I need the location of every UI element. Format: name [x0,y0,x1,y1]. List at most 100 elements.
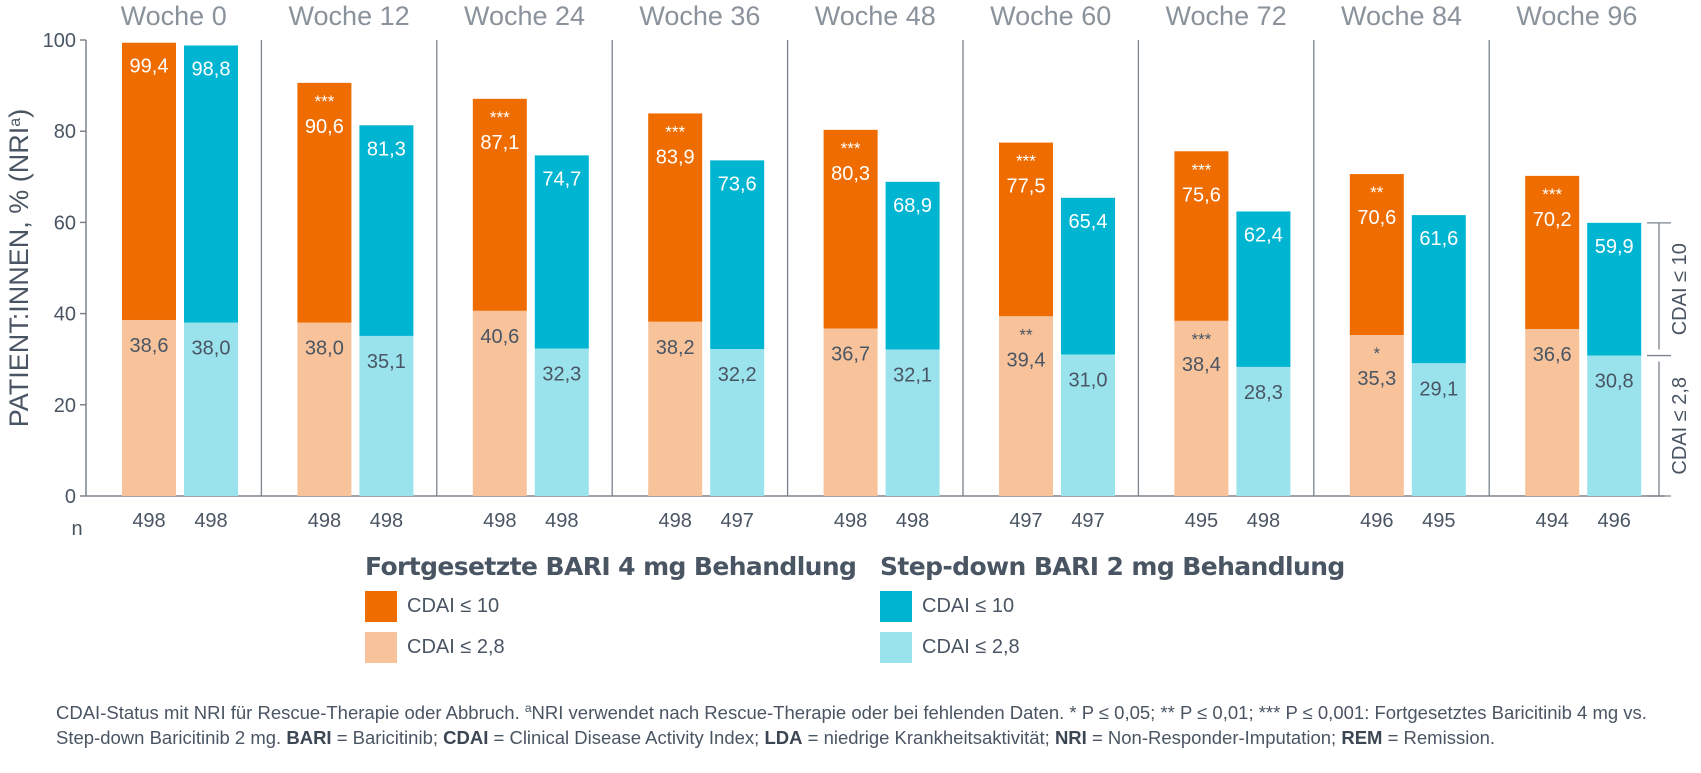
bar-value-label: 99,4 [130,56,169,78]
bar-value-label: 38,0 [192,338,231,360]
bar-value-label: 83,9 [656,146,695,168]
bar-value-label: 29,1 [1419,378,1458,400]
bar-value-label: 38,4 [1182,354,1221,376]
n-value-label: 498 [659,510,692,532]
y-axis-title: PATIENT:INNEN, % (NRIa) [4,109,34,427]
bracket-label-cdai-2-8: CDAI ≤ 2,8 [1669,377,1691,475]
bar-cdai-10 [1525,175,1580,330]
bar-value-label: 28,3 [1244,382,1283,404]
bar-value-label: 38,6 [130,335,169,357]
bar-cdai-10 [1061,197,1115,355]
bar-value-label: 59,9 [1595,236,1634,258]
y-axis-title-sup: a [7,118,24,127]
n-label: n [71,518,82,540]
bar-value-label: 30,8 [1595,371,1634,393]
n-value-label: 496 [1598,510,1631,532]
n-value-label: 498 [834,510,867,532]
bar-value-label: 32,3 [542,364,581,386]
n-value-label: 494 [1536,510,1569,532]
legend-group-bari-4mg: Fortgesetzte BARI 4 mg Behandlung CDAI ≤… [365,552,857,663]
category-label: Woche 48 [815,1,936,31]
abbr-nri: NRI [1054,727,1087,749]
bar-value-label: 39,4 [1007,349,1046,371]
bar-cdai-2-8 [1525,329,1580,496]
bar-cdai-2-8 [710,349,765,496]
bar-cdai-2-8 [359,335,414,496]
n-value-label: 498 [132,510,165,532]
legend-title-bari-4mg: Fortgesetzte BARI 4 mg Behandlung [365,552,857,581]
significance-label: *** [841,139,861,158]
n-value-label: 498 [370,510,403,532]
n-value-label: 498 [1247,510,1280,532]
bar-cdai-2-8 [297,322,352,496]
footnote-superscript: a [524,701,532,715]
n-value-label: 498 [308,510,341,532]
abbr-rem: REM [1341,727,1383,749]
legend-swatch-light-cyan [880,632,912,663]
legend-swatch-light-orange [365,632,397,663]
bar-value-label: 31,0 [1069,370,1108,392]
bar-cdai-10 [1236,211,1291,367]
bar-value-label: 35,3 [1357,368,1396,390]
bar-cdai-10 [184,45,238,323]
y-tick-label: 40 [54,304,76,326]
bar-value-label: 70,2 [1533,209,1572,231]
n-value-label: 498 [896,510,929,532]
bar-cdai-10 [710,160,765,350]
legend-label: CDAI ≤ 2,8 [922,636,1020,658]
bar-cdai-10 [885,181,940,350]
legend-label: CDAI ≤ 10 [922,595,1015,617]
bar-cdai-10 [1174,151,1229,321]
cdai-brackets: CDAI ≤ 10 CDAI ≤ 2,8 [1647,222,1691,497]
category-label: Woche 84 [1341,1,1462,31]
bar-cdai-10 [534,155,589,349]
bar-value-label: 38,2 [656,337,695,359]
y-tick-label: 80 [54,121,76,143]
bar-cdai-2-8 [534,348,589,496]
bar-cdai-10 [823,129,878,329]
bar-cdai-2-8 [1236,366,1291,496]
bar-cdai-2-8 [184,322,238,496]
bar-value-label: 35,1 [367,351,406,373]
footnote-text: CDAI-Status mit NRI für Rescue-Therapie … [56,702,525,724]
bar-cdai-2-8 [122,319,176,496]
legend-title-bari-2mg: Step-down BARI 2 mg Behandlung [880,552,1345,581]
y-tick-label: 60 [54,212,76,234]
bar-cdai-10 [648,113,703,322]
bar-cdai-2-8 [885,349,940,496]
bar-value-label: 70,6 [1357,207,1396,229]
legend-group-bari-2mg: Step-down BARI 2 mg Behandlung CDAI ≤ 10… [880,552,1345,663]
bar-cdai-2-8 [1411,363,1466,496]
bar-cdai-2-8 [1587,355,1642,496]
significance-label: *** [1542,185,1562,204]
significance-label: ** [1370,183,1384,202]
n-value-label: 497 [721,510,754,532]
n-value-label: 495 [1422,510,1455,532]
category-label: Woche 0 [121,1,227,31]
significance-label: *** [665,122,685,141]
abbr-lda: LDA [764,727,803,749]
footnote: CDAI-Status mit NRI für Rescue-Therapie … [56,696,1676,750]
y-axis-title-text: PATIENT:INNEN, % (NRI [4,127,34,428]
y-axis: 0 20 40 60 80 100 PATIENT:INNEN, % (NRIa) n [4,30,86,540]
n-value-label: 495 [1185,510,1218,532]
n-value-label: 498 [194,510,227,532]
significance-label: * [1373,344,1380,363]
bar-cdai-10 [999,142,1053,317]
legend-item-bari-2mg-cdai-2-8: CDAI ≤ 2,8 [880,632,1345,663]
significance-label: *** [314,92,334,111]
bar-cdai-2-8 [823,328,878,496]
n-value-label: 497 [1009,510,1042,532]
bar-cdai-10 [1587,222,1642,356]
bar-value-label: 32,1 [893,365,932,387]
bar-value-label: 77,5 [1007,176,1046,198]
y-tick-label: 20 [54,395,76,417]
bar-cdai-2-8 [1061,354,1115,496]
y-axis-title-close: ) [4,109,34,118]
legend-item-bari-4mg-cdai-2-8: CDAI ≤ 2,8 [365,632,856,663]
bracket-label-cdai-10: CDAI ≤ 10 [1669,243,1691,335]
bar-value-label: 73,6 [718,173,757,195]
category-label: Woche 24 [464,1,585,31]
bar-value-label: 81,3 [367,138,406,160]
